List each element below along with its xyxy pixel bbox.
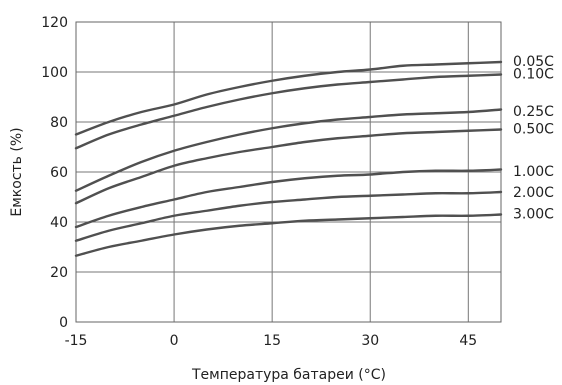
y-tick-label: 60 [50, 165, 68, 181]
y-tick-label: 0 [59, 315, 68, 331]
series-line-0.25C [74, 108, 503, 192]
series-line-3.00C [74, 213, 503, 257]
series-label: 0.25C [513, 104, 554, 120]
x-tick-label: 0 [170, 333, 179, 349]
series-line-0.05C [74, 60, 503, 136]
y-tick-label: 100 [41, 65, 68, 81]
series-label: 3.00C [513, 206, 554, 222]
x-tick-label: -15 [65, 333, 88, 349]
series-label: 2.00C [513, 185, 554, 201]
x-tick-label: 45 [459, 333, 477, 349]
series-line-0.10C [74, 73, 503, 150]
series-label: 0.10C [513, 66, 554, 82]
grid-lines [75, 21, 502, 323]
series-line-0.50C [74, 128, 503, 205]
x-tick-label: 15 [263, 333, 281, 349]
series-line-2.00C [74, 190, 503, 242]
x-axis-title: Температура батареи (°С) [191, 367, 386, 383]
series-label: 0.50C [513, 121, 554, 137]
x-tick-label: 30 [361, 333, 379, 349]
plot-frame [75, 21, 502, 323]
x-tick-labels: -15 0 15 30 45 [65, 333, 478, 349]
y-axis-title: Емкость (%) [9, 127, 25, 216]
series-line-1.00C [74, 168, 503, 229]
y-tick-label: 20 [50, 265, 68, 281]
y-tick-labels: 0 20 40 60 80 100 120 [41, 15, 68, 331]
y-tick-label: 40 [50, 215, 68, 231]
y-tick-label: 80 [50, 115, 68, 131]
series-label: 0.05C [513, 54, 554, 70]
series-label: 1.00C [513, 164, 554, 180]
y-tick-label: 120 [41, 15, 68, 31]
series-curves [74, 60, 503, 257]
